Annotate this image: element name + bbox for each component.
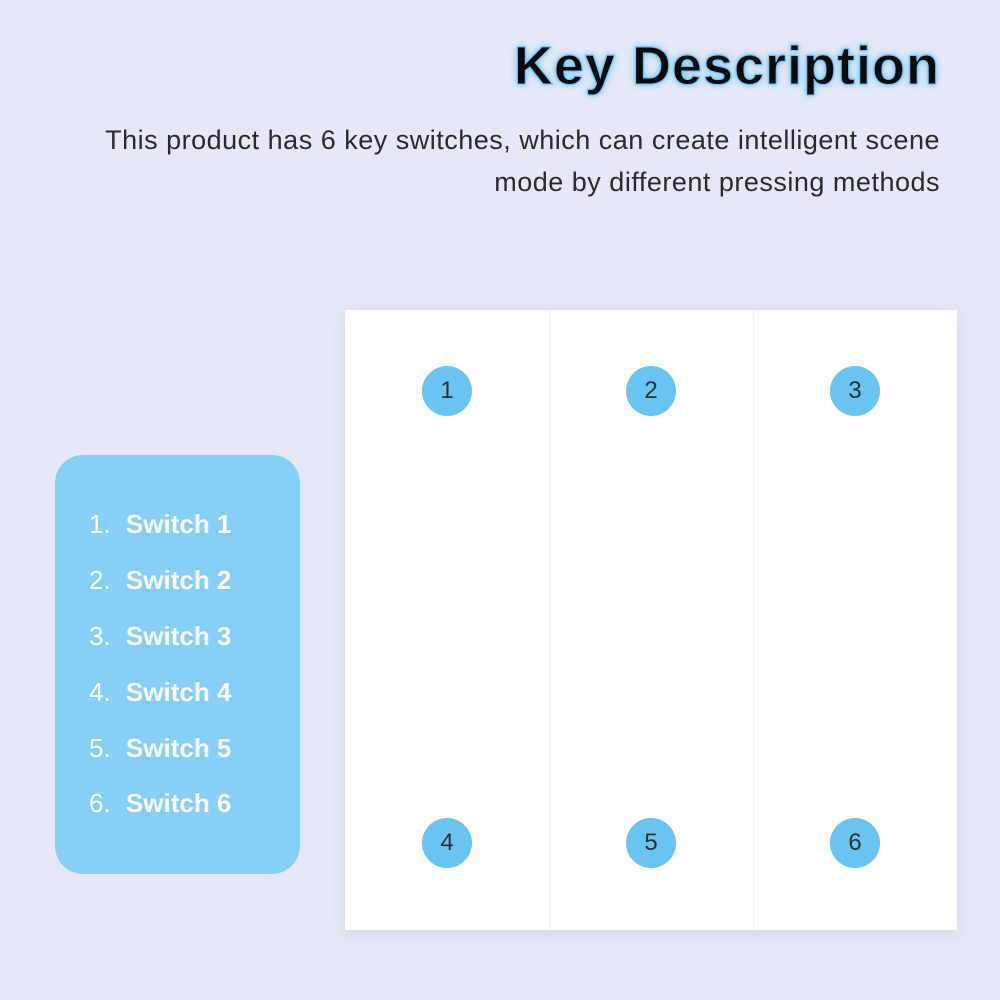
switch-badge-2: 2 (626, 366, 676, 416)
legend-item-3: 3. Switch 3 (89, 609, 272, 665)
switch-panel: 1 2 3 4 5 6 (345, 310, 957, 930)
legend-item-1: 1. Switch 1 (89, 497, 272, 553)
legend-item-5: 5. Switch 5 (89, 721, 272, 777)
legend-label: Switch 3 (126, 621, 231, 651)
legend-label: Switch 6 (126, 788, 231, 818)
switch-badge-3: 3 (830, 366, 880, 416)
switch-badge-5: 5 (626, 818, 676, 868)
legend-num: 1. (89, 509, 111, 539)
legend-num: 2. (89, 565, 111, 595)
legend-item-2: 2. Switch 2 (89, 553, 272, 609)
page-title: Key Description (514, 35, 940, 97)
legend-label: Switch 4 (126, 677, 231, 707)
switch-badge-6: 6 (830, 818, 880, 868)
panel-divider (549, 310, 550, 930)
page-subtitle: This product has 6 key switches, which c… (80, 120, 940, 204)
legend-num: 5. (89, 733, 111, 763)
legend-num: 3. (89, 621, 111, 651)
legend-num: 6. (89, 788, 111, 818)
switch-badge-4: 4 (422, 818, 472, 868)
legend-label: Switch 2 (126, 565, 231, 595)
legend-item-4: 4. Switch 4 (89, 665, 272, 721)
legend-num: 4. (89, 677, 111, 707)
legend-item-6: 6. Switch 6 (89, 776, 272, 832)
switch-badge-1: 1 (422, 366, 472, 416)
switch-legend: 1. Switch 1 2. Switch 2 3. Switch 3 4. S… (55, 455, 300, 874)
legend-label: Switch 1 (126, 509, 231, 539)
panel-divider (753, 310, 754, 930)
legend-label: Switch 5 (126, 733, 231, 763)
